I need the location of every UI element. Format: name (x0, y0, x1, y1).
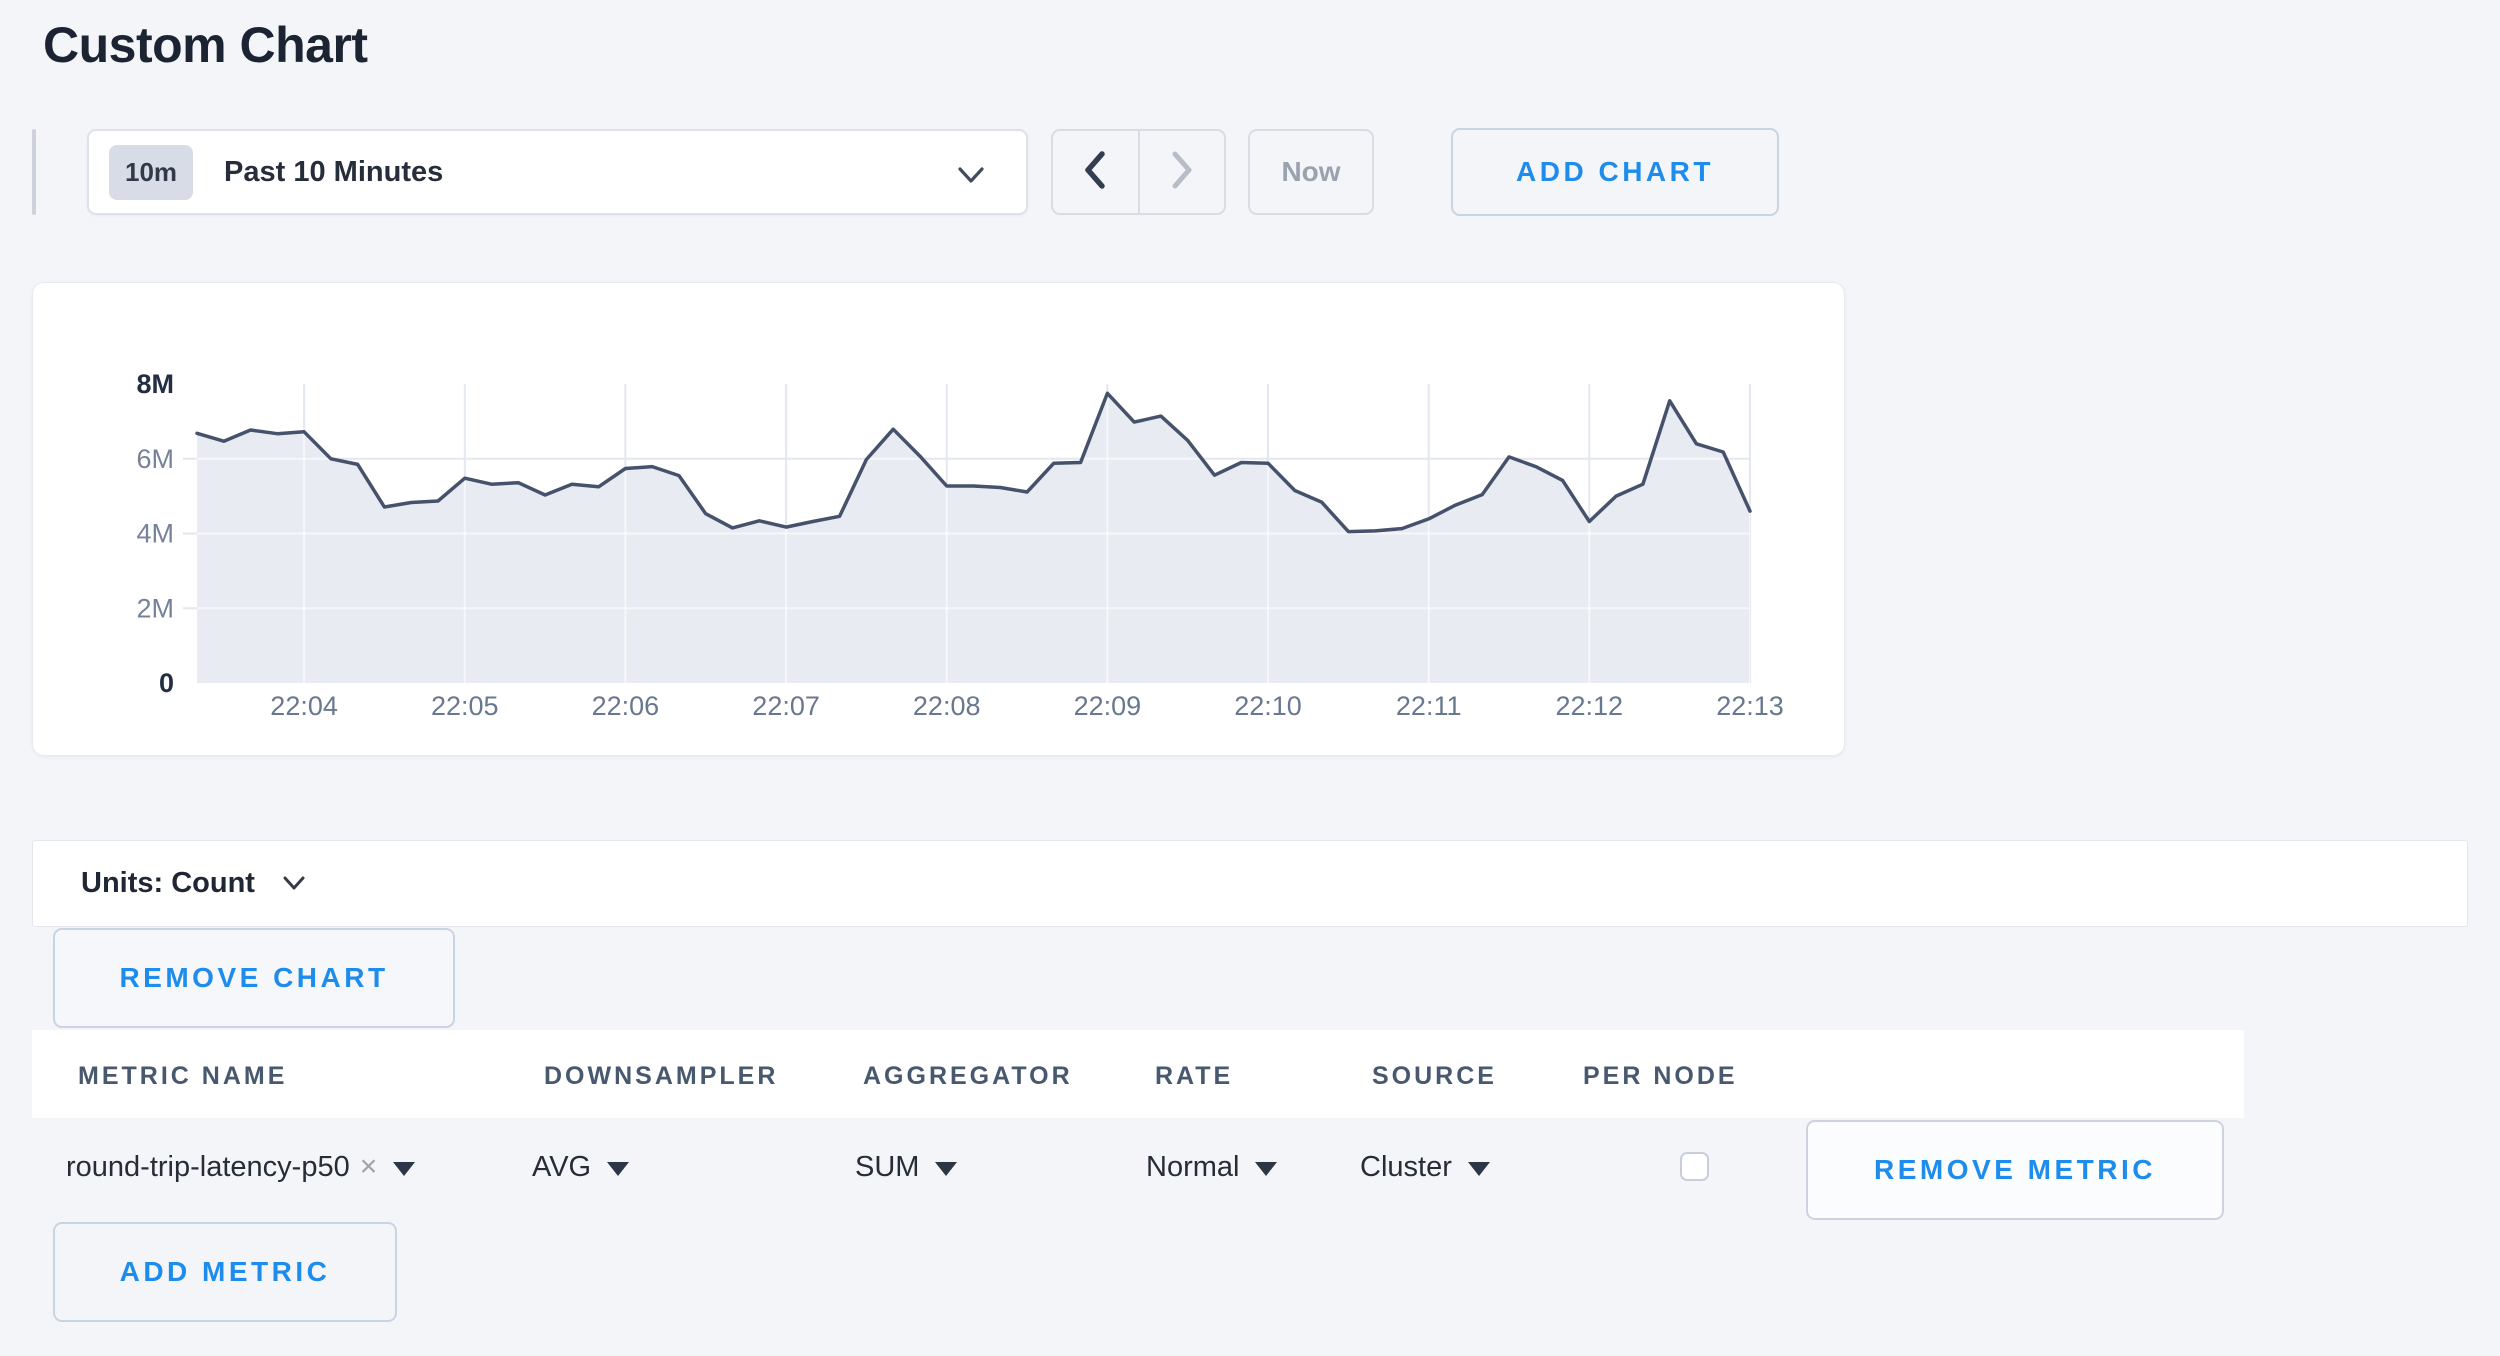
chevron-down-icon (954, 162, 988, 193)
aggregator-dropdown[interactable]: SUM (855, 1118, 958, 1216)
chart-card: 8M 6M 4M 2M 0 22:04 22:05 22:06 22:07 22:08 22:09 2… (32, 282, 1845, 756)
svg-text:22:06: 22:06 (592, 691, 660, 721)
svg-text:22:09: 22:09 (1074, 691, 1142, 721)
add-metric-button[interactable]: ADD METRIC (53, 1222, 397, 1322)
downsampler-dropdown[interactable]: AVG (532, 1118, 630, 1216)
caret-down-icon (935, 1162, 958, 1176)
remove-metric-button[interactable]: REMOVE METRIC (1806, 1120, 2224, 1220)
svg-text:22:12: 22:12 (1556, 691, 1624, 721)
aggregator-value: SUM (855, 1150, 920, 1183)
col-header-downsampler: DOWNSAMPLER (544, 1062, 779, 1090)
svg-text:22:05: 22:05 (431, 691, 499, 721)
caret-down-icon (607, 1162, 630, 1176)
add-chart-button[interactable]: ADD CHART (1451, 128, 1779, 216)
rate-value: Normal (1146, 1150, 1240, 1183)
col-header-per-node: PER NODE (1583, 1062, 1738, 1090)
col-header-metric-name: METRIC NAME (78, 1062, 288, 1090)
svg-text:22:08: 22:08 (913, 691, 981, 721)
chevron-left-icon (1078, 148, 1112, 197)
caret-down-icon (393, 1162, 416, 1176)
svg-text:22:10: 22:10 (1234, 691, 1302, 721)
caret-down-icon (1467, 1162, 1490, 1176)
svg-text:22:07: 22:07 (752, 691, 820, 721)
page-title: Custom Chart (43, 17, 368, 73)
metric-name-dropdown[interactable]: round-trip-latency-p50 × (66, 1118, 416, 1216)
svg-text:8M: 8M (136, 369, 174, 399)
forward-button[interactable] (1137, 131, 1225, 213)
chevron-down-icon (281, 873, 307, 898)
time-range-select[interactable]: 10m Past 10 Minutes (87, 129, 1028, 215)
time-range-label: Past 10 Minutes (224, 155, 444, 188)
col-header-rate: RATE (1155, 1062, 1234, 1090)
remove-chart-button[interactable]: REMOVE CHART (53, 928, 455, 1028)
col-header-source: SOURCE (1372, 1062, 1497, 1090)
back-button[interactable] (1053, 131, 1138, 213)
per-node-checkbox[interactable] (1680, 1152, 1709, 1181)
now-button[interactable]: Now (1248, 129, 1374, 215)
units-selector[interactable]: Units: Count (32, 840, 2468, 927)
col-header-aggregator: AGGREGATOR (863, 1062, 1073, 1090)
svg-text:0: 0 (159, 668, 174, 698)
remove-tag-icon[interactable]: × (359, 1150, 378, 1183)
source-dropdown[interactable]: Cluster (1360, 1118, 1490, 1216)
svg-text:2M: 2M (136, 593, 174, 623)
source-value: Cluster (1360, 1150, 1452, 1183)
metric-name-value: round-trip-latency-p50 (66, 1150, 350, 1183)
svg-text:4M: 4M (136, 519, 174, 549)
timeseries-chart[interactable]: 8M 6M 4M 2M 0 22:04 22:05 22:06 22:07 22:08 22:09 2… (33, 283, 1846, 757)
rate-dropdown[interactable]: Normal (1146, 1118, 1278, 1216)
units-label: Units: Count (81, 867, 255, 899)
svg-text:6M: 6M (136, 444, 174, 474)
chevron-right-icon (1165, 148, 1199, 197)
svg-text:22:11: 22:11 (1396, 691, 1462, 721)
svg-text:22:04: 22:04 (270, 691, 338, 721)
toolbar-accent-bar (32, 129, 36, 215)
time-range-badge: 10m (109, 144, 194, 200)
svg-text:22:13: 22:13 (1716, 691, 1784, 721)
time-pager (1051, 129, 1226, 215)
downsampler-value: AVG (532, 1150, 592, 1183)
metric-row: round-trip-latency-p50 × AVG SUM Normal … (32, 1118, 2244, 1216)
metrics-table-header: METRIC NAME DOWNSAMPLER AGGREGATOR RATE … (32, 1030, 2244, 1118)
caret-down-icon (1255, 1162, 1278, 1176)
